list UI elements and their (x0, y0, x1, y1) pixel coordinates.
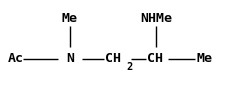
Text: CH: CH (105, 52, 121, 65)
Text: CH: CH (147, 52, 163, 65)
Text: Me: Me (62, 12, 78, 25)
Text: N: N (66, 52, 74, 65)
Text: Ac: Ac (7, 52, 23, 65)
Text: Me: Me (196, 52, 212, 65)
Text: 2: 2 (126, 62, 132, 72)
Text: NHMe: NHMe (140, 12, 172, 25)
